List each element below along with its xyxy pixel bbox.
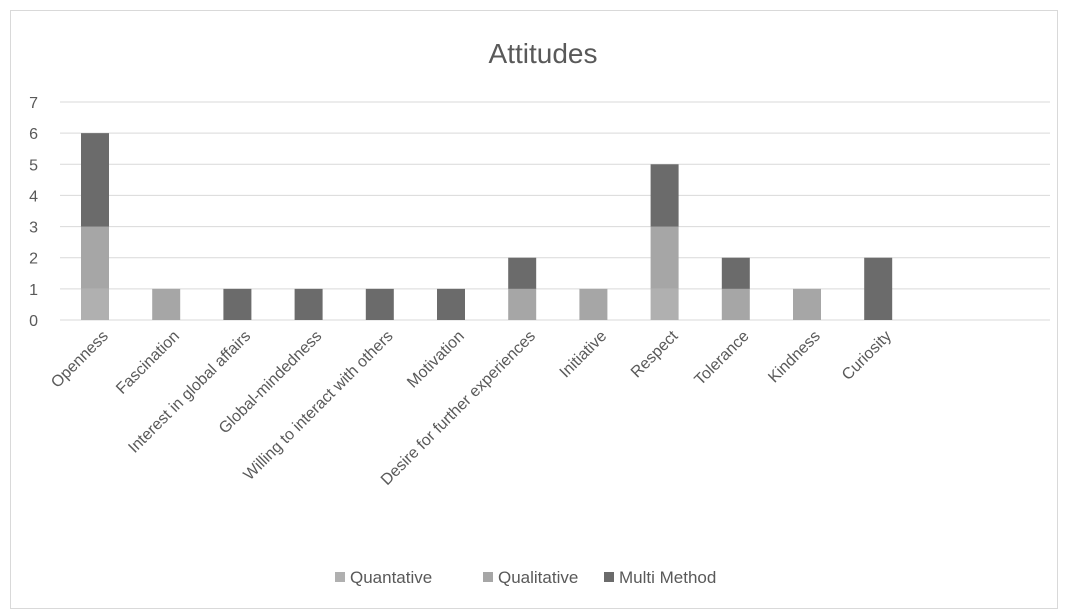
y-tick-label: 5 bbox=[29, 157, 38, 174]
x-category-label: Curiosity bbox=[839, 328, 895, 384]
x-category-label: Willing to interact with others bbox=[241, 328, 397, 484]
x-category-label: Fascination bbox=[113, 328, 183, 398]
x-category-label: Openness bbox=[48, 328, 112, 392]
legend-swatch bbox=[335, 572, 345, 582]
chart-title: Attitudes bbox=[489, 38, 598, 69]
bar-segment-multi-method bbox=[650, 164, 679, 227]
bar-segment-multi-method bbox=[864, 257, 893, 320]
bar-segment-multi-method bbox=[508, 257, 537, 289]
legend-swatch bbox=[483, 572, 493, 582]
legend-swatch bbox=[604, 572, 614, 582]
x-category-label: Desire for further experiences bbox=[378, 328, 539, 489]
legend: Quantative Qualitative Multi Method bbox=[335, 568, 716, 587]
legend-label: Qualitative bbox=[498, 568, 578, 587]
bar-segment-qualitative bbox=[579, 288, 608, 320]
bar-segment-multi-method bbox=[81, 133, 109, 227]
bar-segment-quantative bbox=[81, 288, 109, 320]
x-category-label: Motivation bbox=[404, 328, 468, 392]
bar-segment-qualitative bbox=[81, 226, 109, 289]
bar-segment-multi-method bbox=[365, 288, 394, 320]
x-category-label: Tolerance bbox=[692, 328, 753, 389]
bar-segment-qualitative bbox=[508, 288, 537, 320]
x-category-label: Interest in global affairs bbox=[125, 328, 254, 457]
gridlines bbox=[60, 101, 1050, 321]
x-category-label: Kindness bbox=[765, 328, 824, 387]
bar-segment-qualitative bbox=[650, 226, 679, 289]
y-tick-label: 7 bbox=[29, 95, 38, 112]
bar-segment-qualitative bbox=[793, 288, 821, 320]
bar-segment-multi-method bbox=[223, 288, 252, 320]
bar-segment-quantative bbox=[650, 288, 679, 320]
y-tick-label: 6 bbox=[29, 126, 38, 143]
x-category-label: Respect bbox=[628, 327, 682, 381]
bar-segment-qualitative bbox=[721, 288, 750, 320]
y-axis-ticks: 0 1 2 3 4 5 6 7 bbox=[29, 95, 38, 330]
y-tick-label: 1 bbox=[29, 282, 38, 299]
legend-label: Quantative bbox=[350, 568, 432, 587]
bar-segment-multi-method bbox=[437, 288, 465, 320]
y-tick-label: 4 bbox=[29, 188, 38, 205]
x-category-label: Initiative bbox=[557, 328, 611, 382]
bar-segment-multi-method bbox=[721, 257, 750, 289]
bar-segment-multi-method bbox=[294, 288, 323, 320]
bars bbox=[81, 133, 893, 320]
bar-segment-qualitative bbox=[152, 288, 181, 320]
y-tick-label: 0 bbox=[29, 313, 38, 330]
legend-label: Multi Method bbox=[619, 568, 716, 587]
y-tick-label: 3 bbox=[29, 220, 38, 237]
y-tick-label: 2 bbox=[29, 251, 38, 268]
